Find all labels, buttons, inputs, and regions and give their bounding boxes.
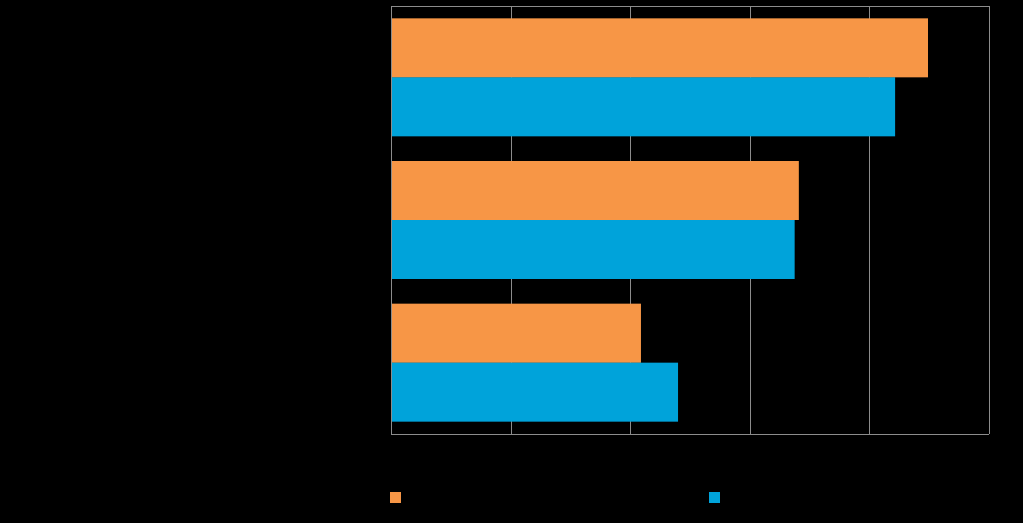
axes (391, 6, 989, 435)
legend-swatch-series-1 (390, 491, 401, 503)
legend-item-series-1 (390, 490, 407, 504)
bar-series-1-category-2 (391, 161, 799, 220)
bar-series-2-category-3 (391, 362, 679, 422)
bar-series-2-category-1 (391, 77, 896, 137)
bar-series-2-category-2 (391, 220, 795, 279)
legend-item-series-2 (709, 490, 726, 504)
bar-series-1-category-3 (391, 303, 641, 363)
legend-swatch-series-2 (709, 491, 720, 503)
bar-series-1-category-1 (391, 18, 929, 78)
bars (391, 18, 929, 422)
